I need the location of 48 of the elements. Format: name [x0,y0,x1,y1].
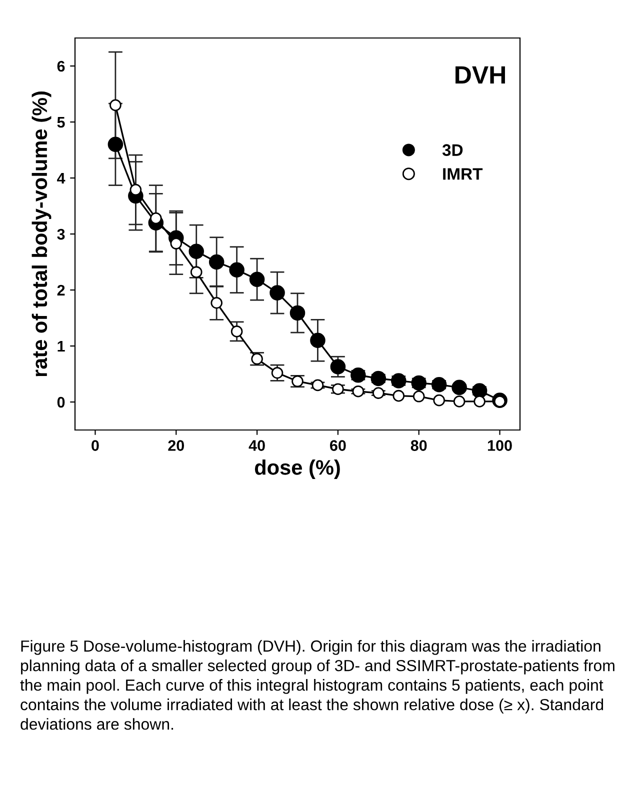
x-axis-title: dose (%) [254,460,340,479]
annotation: DVH [456,66,505,84]
y-tick-label: 4 [57,173,66,184]
point [412,390,425,402]
point [230,326,243,338]
point [210,296,222,309]
point [270,285,285,300]
point [453,396,466,408]
point [352,385,364,398]
point [370,370,386,386]
point [494,396,506,408]
point [188,244,204,259]
point [130,184,142,196]
point [312,379,324,392]
point [372,387,384,399]
y-tick-label: 5 [57,117,65,128]
x-tick-label: 80 [410,440,427,451]
point [170,238,182,250]
point [433,394,445,406]
point [474,396,486,408]
point [330,359,346,374]
x-tick-label: 20 [168,440,184,451]
point [472,383,488,398]
x-tick-label: 100 [488,440,512,451]
x-tick-label: 0 [92,440,99,451]
legend-label: 3D [442,144,463,156]
point [110,99,122,112]
point [249,272,265,287]
x-tick-label: 60 [330,440,346,451]
point [290,305,306,321]
legend-label: IMRT [443,168,483,180]
y-tick-label: 1 [58,341,65,352]
y-axis-title: rate of total body-volume (%) [32,92,52,376]
point [310,332,326,348]
point [431,377,447,392]
y-tick-label: 3 [57,228,65,240]
caption: Figure 5 Dose-volume-histogram (DVH). Origin for this diagram was the irradiation planning data of a smaller selected group of 3D- and SSIMRT-prostate-patients from the main pool. Each curve of this integral histogram contains 5 patients, each point contains the volume irradiated with at least the shown relative dose (≥ x). Standard deviations are shown. [20,640,614,730]
point [190,266,202,278]
point [452,380,467,396]
y-tick-label: 6 [57,60,65,72]
point [108,136,124,152]
point [392,390,405,402]
y-tick-label: 2 [57,284,65,296]
y-tick-label: 0 [57,396,65,408]
point [208,254,224,270]
point [229,262,244,278]
x-tick-label: 40 [248,440,265,451]
point [332,383,344,396]
